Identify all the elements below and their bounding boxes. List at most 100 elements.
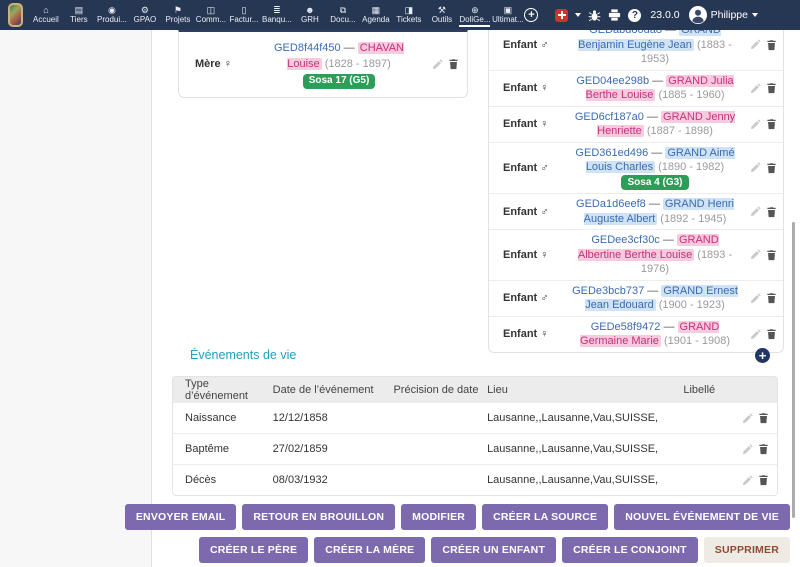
child-id-link[interactable]: GEDe58f9472 (591, 321, 661, 333)
app-logo[interactable] (8, 3, 23, 27)
dash-separator: — (663, 234, 674, 246)
event-date: 27/02/1859 (273, 443, 394, 455)
mother-id-link[interactable]: GED8f44f450 (274, 42, 341, 54)
trash-icon[interactable] (766, 162, 777, 174)
col-date: Date de l’événement (273, 384, 394, 396)
nav-item-outils[interactable]: ⚒Outils (425, 0, 458, 30)
trash-icon[interactable] (766, 206, 777, 218)
child-label: Enfant ♀ (495, 328, 569, 340)
child-row: Enfant ♀ GEDee3cf30c — GRAND Albertine B… (489, 230, 783, 281)
child-dates: (1887 - 1898) (647, 125, 713, 137)
trash-icon[interactable] (758, 412, 769, 424)
nav-item-commerce[interactable]: ◫Comm... (194, 0, 227, 30)
trash-icon[interactable] (766, 292, 777, 304)
modify-button[interactable]: MODIFIER (401, 504, 476, 530)
nav-item-ultimate[interactable]: ▣Ultimat... (491, 0, 524, 30)
nav-label: Tiers (70, 15, 87, 25)
nav-item-accueil[interactable]: ⌂Accueil (29, 0, 62, 30)
send-email-button[interactable]: ENVOYER EMAIL (125, 504, 237, 530)
edit-pencil-icon[interactable] (742, 412, 753, 424)
event-date: 08/03/1932 (273, 474, 394, 486)
edit-pencil-icon[interactable] (750, 206, 761, 218)
printer-icon[interactable] (608, 9, 621, 21)
vertical-scrollbar[interactable] (792, 222, 795, 518)
trash-icon[interactable] (758, 443, 769, 455)
event-row: Décès 08/03/1932 Lausanne,,Lausanne,Vau,… (173, 464, 777, 495)
child-info: GED361ed496 — GRAND Aimé Louis Charles (… (569, 146, 741, 191)
chevron-down-icon[interactable] (575, 13, 581, 17)
trash-icon[interactable] (766, 328, 777, 340)
trash-icon[interactable] (766, 249, 777, 261)
nav-label: Outils (432, 15, 452, 25)
create-father-button[interactable]: CRÉER LE PÈRE (199, 537, 308, 563)
trash-icon[interactable] (758, 474, 769, 486)
trash-icon[interactable] (448, 58, 459, 70)
edit-pencil-icon[interactable] (750, 249, 761, 261)
version-label: 23.0.0 (650, 9, 679, 21)
child-id-link[interactable]: GEDee3cf30c (591, 234, 659, 246)
child-id-link[interactable]: GED04ee298b (576, 75, 649, 87)
avatar-icon (689, 6, 707, 24)
trash-icon[interactable] (766, 39, 777, 51)
edit-pencil-icon[interactable] (742, 474, 753, 486)
nav-label: GPAO (134, 15, 157, 25)
trash-icon[interactable] (766, 82, 777, 94)
trash-icon[interactable] (766, 118, 777, 130)
mother-dates: (1828 - 1897) (325, 58, 391, 70)
edit-pencil-icon[interactable] (742, 443, 753, 455)
user-menu[interactable]: Philippe (689, 6, 758, 24)
create-child-button[interactable]: CRÉER UN ENFANT (431, 537, 556, 563)
nav-item-gpao[interactable]: ⚙GPAO (128, 0, 161, 30)
nav-item-facturation[interactable]: ▯Factur... (227, 0, 260, 30)
back-to-draft-button[interactable]: RETOUR EN BROUILLON (242, 504, 395, 530)
edit-pencil-icon[interactable] (750, 118, 761, 130)
nav-item-tickets[interactable]: ◨Tickets (392, 0, 425, 30)
child-id-link[interactable]: GED6cf187a0 (575, 111, 644, 123)
create-mother-button[interactable]: CRÉER LA MÈRE (314, 537, 425, 563)
nav-item-produits[interactable]: ◉Produi... (95, 0, 128, 30)
user-name: Philippe (711, 9, 748, 21)
child-row: Enfant ♂ GED361ed496 — GRAND Aimé Louis … (489, 143, 783, 195)
child-label: Enfant ♂ (495, 292, 569, 304)
events-section-header: Événements de vie + (178, 344, 778, 366)
edit-pencil-icon[interactable] (750, 328, 761, 340)
navbar-right-tools: + ? 23.0.0 Philippe (524, 6, 758, 24)
nav-item-grh[interactable]: ☻GRH (293, 0, 326, 30)
create-source-button[interactable]: CRÉER LA SOURCE (482, 504, 608, 530)
edit-pencil-icon[interactable] (750, 39, 761, 51)
events-title: Événements de vie (190, 348, 296, 362)
child-info: GED04ee298b — GRAND Julia Berthe Louise … (569, 74, 741, 103)
nav-item-agenda[interactable]: ▦Agenda (359, 0, 392, 30)
sosa-badge: Sosa 17 (G5) (303, 74, 376, 89)
event-row: Naissance 12/12/1858 Lausanne,,Lausanne,… (173, 402, 777, 433)
edit-pencil-icon[interactable] (750, 82, 761, 94)
bug-icon[interactable] (588, 9, 601, 22)
quick-add-icon[interactable]: + (524, 8, 538, 22)
add-event-icon[interactable]: + (755, 348, 770, 363)
help-icon[interactable]: ? (628, 9, 641, 22)
new-life-event-button[interactable]: NOUVEL ÉVÉNEMENT DE VIE (614, 504, 790, 530)
child-id-link[interactable]: GED361ed496 (575, 147, 648, 159)
nav-item-documents[interactable]: ⧉Docu... (326, 0, 359, 30)
nav-item-banque[interactable]: ≣Banqu... (260, 0, 293, 30)
products-icon: ◉ (108, 5, 116, 15)
delete-button[interactable]: SUPPRIMER (704, 537, 790, 563)
edit-pencil-icon[interactable] (432, 58, 443, 70)
child-actions (741, 206, 777, 218)
child-id-link[interactable]: GEDabd80da8 (589, 30, 662, 36)
edit-pencil-icon[interactable] (750, 292, 761, 304)
nav-item-doligen[interactable]: ⊕DoliGe... (458, 0, 491, 30)
event-lieu: Lausanne,,Lausanne,Vau,SUISSE, (487, 412, 683, 424)
left-sidebar (0, 30, 152, 567)
nav-item-projets[interactable]: ⚑Projets (161, 0, 194, 30)
create-spouse-button[interactable]: CRÉER LE CONJOINT (562, 537, 698, 563)
edit-pencil-icon[interactable] (750, 162, 761, 174)
swiss-flag-language-icon[interactable] (555, 9, 568, 22)
dash-separator: — (344, 42, 355, 54)
child-id-link[interactable]: GEDa1d6eef8 (576, 198, 646, 210)
nav-item-tiers[interactable]: ▤Tiers (62, 0, 95, 30)
sosa-badge: Sosa 4 (G3) (621, 175, 688, 190)
child-id-link[interactable]: GEDe3bcb737 (572, 285, 644, 297)
dash-separator: — (651, 147, 662, 159)
child-row: Enfant ♂ GEDe3bcb737 — GRAND Ernest Jean… (489, 281, 783, 317)
